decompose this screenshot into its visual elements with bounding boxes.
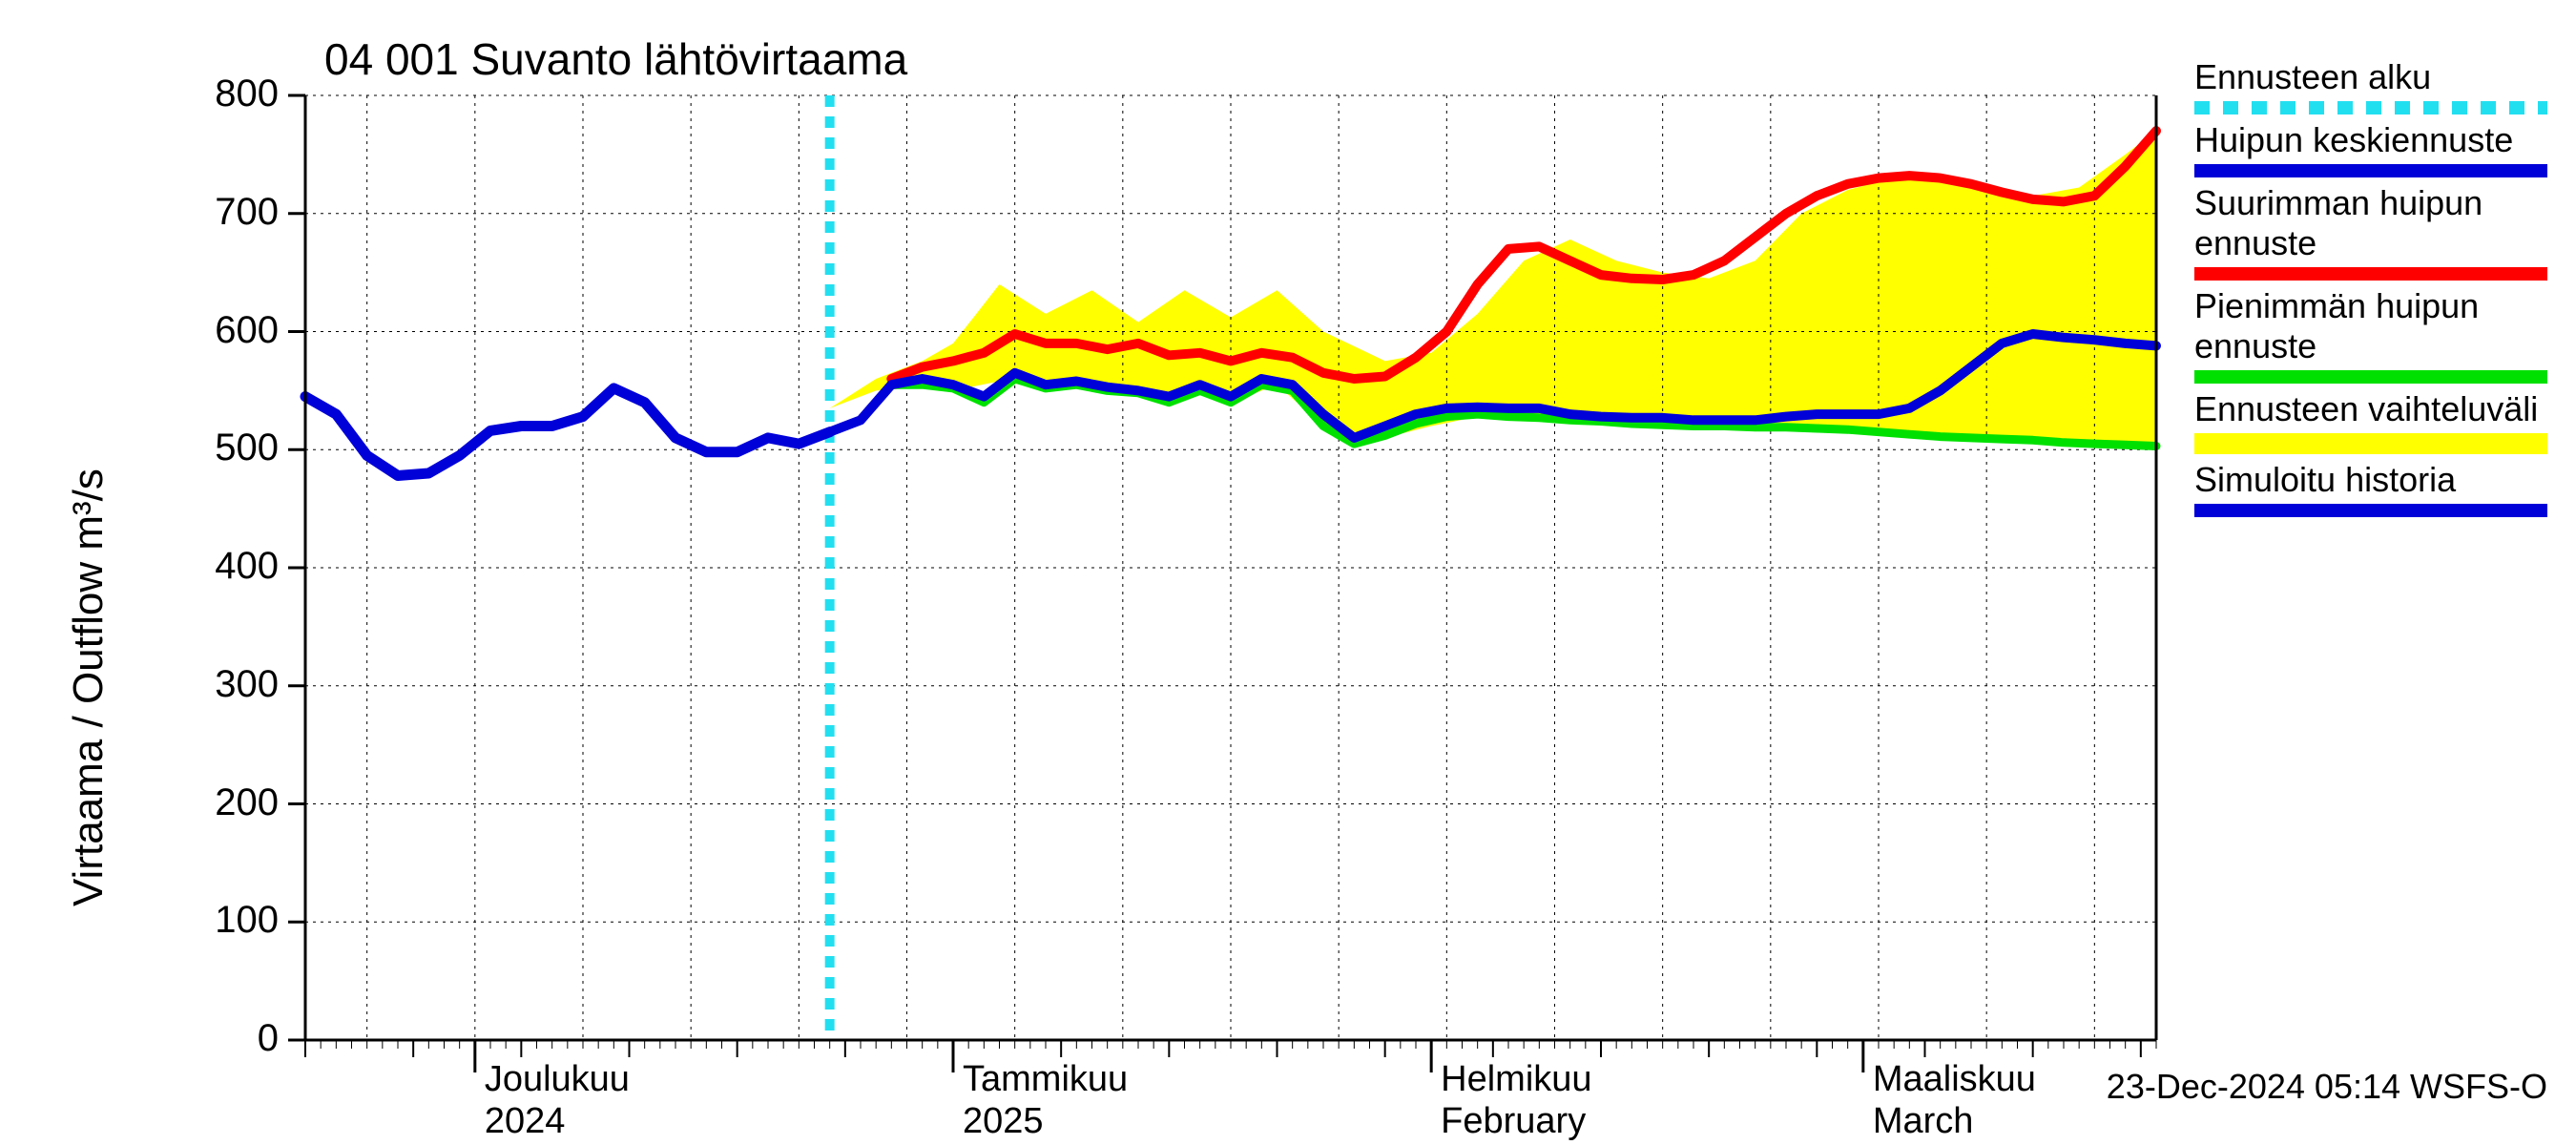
legend-label: Ennusteen vaihteluväli [2194, 389, 2576, 429]
legend-item: Ennusteen alku [2194, 57, 2576, 114]
legend-swatch [2194, 164, 2547, 177]
legend-swatch [2194, 267, 2547, 281]
legend-label: Suurimman huipun ennuste [2194, 183, 2576, 263]
plot-svg [0, 0, 2576, 1145]
legend-swatch [2194, 101, 2547, 114]
legend-item: Huipun keskiennuste [2194, 120, 2576, 177]
legend-swatch [2194, 504, 2547, 517]
x-month-label-bottom: 2025 [963, 1101, 1044, 1142]
chart-title: 04 001 Suvanto lähtövirtaama [324, 33, 907, 85]
y-tick-label: 200 [215, 781, 279, 824]
y-tick-label: 800 [215, 73, 279, 115]
legend: Ennusteen alku Huipun keskiennuste Suurimm… [2194, 57, 2576, 523]
x-month-label-bottom: February [1441, 1101, 1586, 1142]
legend-item: Ennusteen vaihteluväli [2194, 389, 2576, 454]
legend-item: Simuloitu historia [2194, 460, 2576, 517]
x-month-label-top: Helmikuu [1441, 1059, 1591, 1100]
legend-label: Ennusteen alku [2194, 57, 2576, 97]
legend-item: Suurimman huipun ennuste [2194, 183, 2576, 281]
y-tick-label: 400 [215, 545, 279, 588]
x-month-label-top: Maaliskuu [1873, 1059, 2036, 1100]
y-tick-label: 500 [215, 427, 279, 469]
legend-swatch [2194, 370, 2547, 384]
legend-label: Huipun keskiennuste [2194, 120, 2576, 160]
chart-footer: 23-Dec-2024 05:14 WSFS-O [2107, 1067, 2547, 1107]
y-tick-label: 300 [215, 663, 279, 706]
y-tick-label: 600 [215, 309, 279, 352]
chart-container: 04 001 Suvanto lähtövirtaama Virtaama / … [0, 0, 2576, 1145]
y-tick-label: 0 [258, 1017, 279, 1060]
legend-label: Simuloitu historia [2194, 460, 2576, 500]
x-month-label-bottom: March [1873, 1101, 1974, 1142]
legend-label: Pienimmän huipun ennuste [2194, 286, 2576, 366]
legend-swatch [2194, 433, 2547, 454]
y-axis-label: Virtaama / Outflow m³/s [65, 468, 113, 906]
series-history [305, 388, 830, 476]
y-tick-label: 100 [215, 899, 279, 942]
x-month-label-top: Tammikuu [963, 1059, 1128, 1100]
legend-item: Pienimmän huipun ennuste [2194, 286, 2576, 384]
x-month-label-top: Joulukuu [485, 1059, 630, 1100]
y-tick-label: 700 [215, 191, 279, 234]
x-month-label-bottom: 2024 [485, 1101, 566, 1142]
